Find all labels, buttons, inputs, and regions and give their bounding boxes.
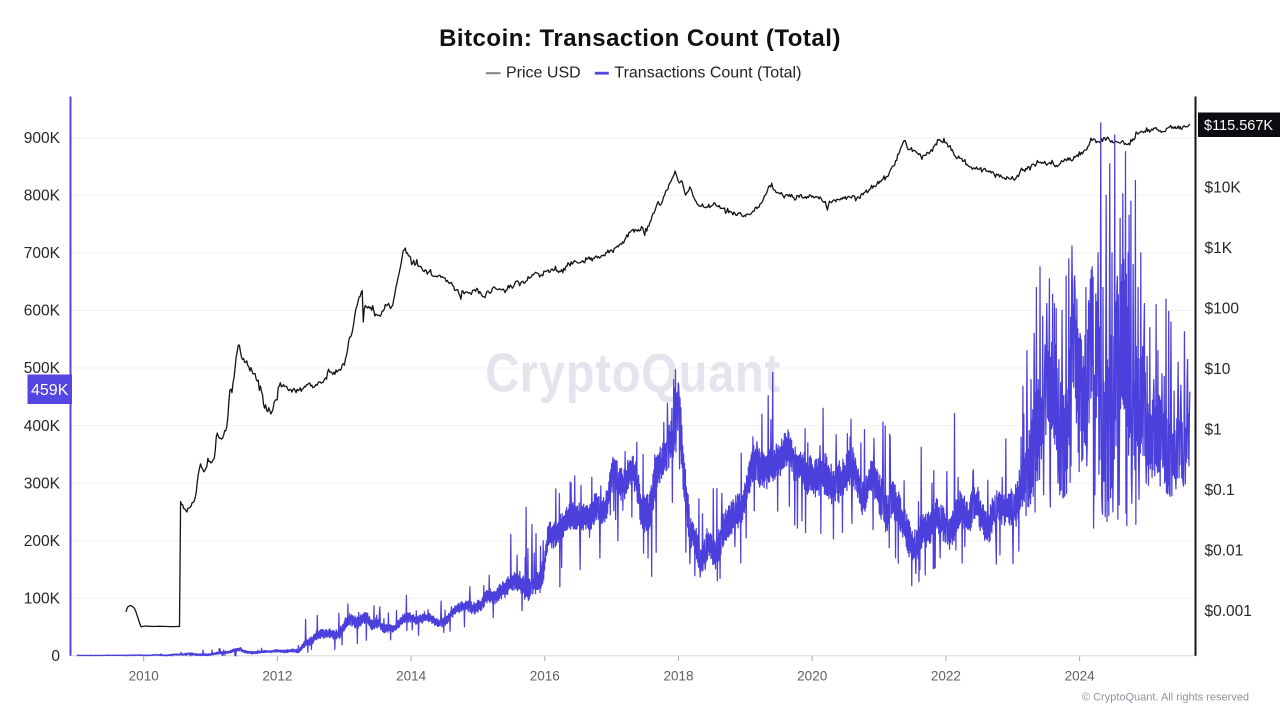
svg-text:600K: 600K (24, 303, 61, 320)
svg-text:700K: 700K (24, 245, 61, 262)
svg-text:Transactions Count (Total): Transactions Count (Total) (614, 65, 801, 82)
svg-text:Bitcoin: Transaction Count (To: Bitcoin: Transaction Count (Total) (439, 25, 841, 52)
svg-text:$100: $100 (1205, 301, 1240, 318)
svg-text:800K: 800K (24, 188, 61, 205)
svg-text:2016: 2016 (530, 669, 560, 684)
svg-text:$10: $10 (1205, 361, 1231, 378)
svg-text:200K: 200K (24, 533, 61, 550)
svg-text:$1: $1 (1205, 422, 1222, 439)
svg-text:2010: 2010 (129, 669, 159, 684)
svg-text:2022: 2022 (931, 669, 961, 684)
svg-text:100K: 100K (24, 591, 61, 608)
svg-text:$0.001: $0.001 (1205, 603, 1252, 620)
svg-text:CryptoQuant: CryptoQuant (485, 342, 781, 403)
svg-text:0: 0 (51, 648, 60, 665)
svg-text:$1K: $1K (1205, 240, 1233, 257)
svg-text:2012: 2012 (262, 669, 292, 684)
svg-text:900K: 900K (24, 130, 61, 147)
svg-text:© CryptoQuant. All rights rese: © CryptoQuant. All rights reserved (1082, 692, 1249, 704)
svg-text:459K: 459K (31, 382, 69, 399)
svg-text:500K: 500K (24, 360, 61, 377)
svg-text:400K: 400K (24, 418, 61, 435)
svg-text:Price USD: Price USD (506, 65, 581, 82)
svg-text:2024: 2024 (1065, 669, 1096, 684)
svg-text:2018: 2018 (663, 669, 693, 684)
svg-text:$0.1: $0.1 (1205, 482, 1235, 499)
svg-text:300K: 300K (24, 475, 61, 492)
svg-text:$10K: $10K (1205, 180, 1242, 197)
svg-text:$115.567K: $115.567K (1204, 118, 1273, 134)
svg-text:$0.01: $0.01 (1205, 543, 1244, 560)
svg-text:2014: 2014 (396, 669, 427, 684)
svg-text:2020: 2020 (797, 669, 827, 684)
